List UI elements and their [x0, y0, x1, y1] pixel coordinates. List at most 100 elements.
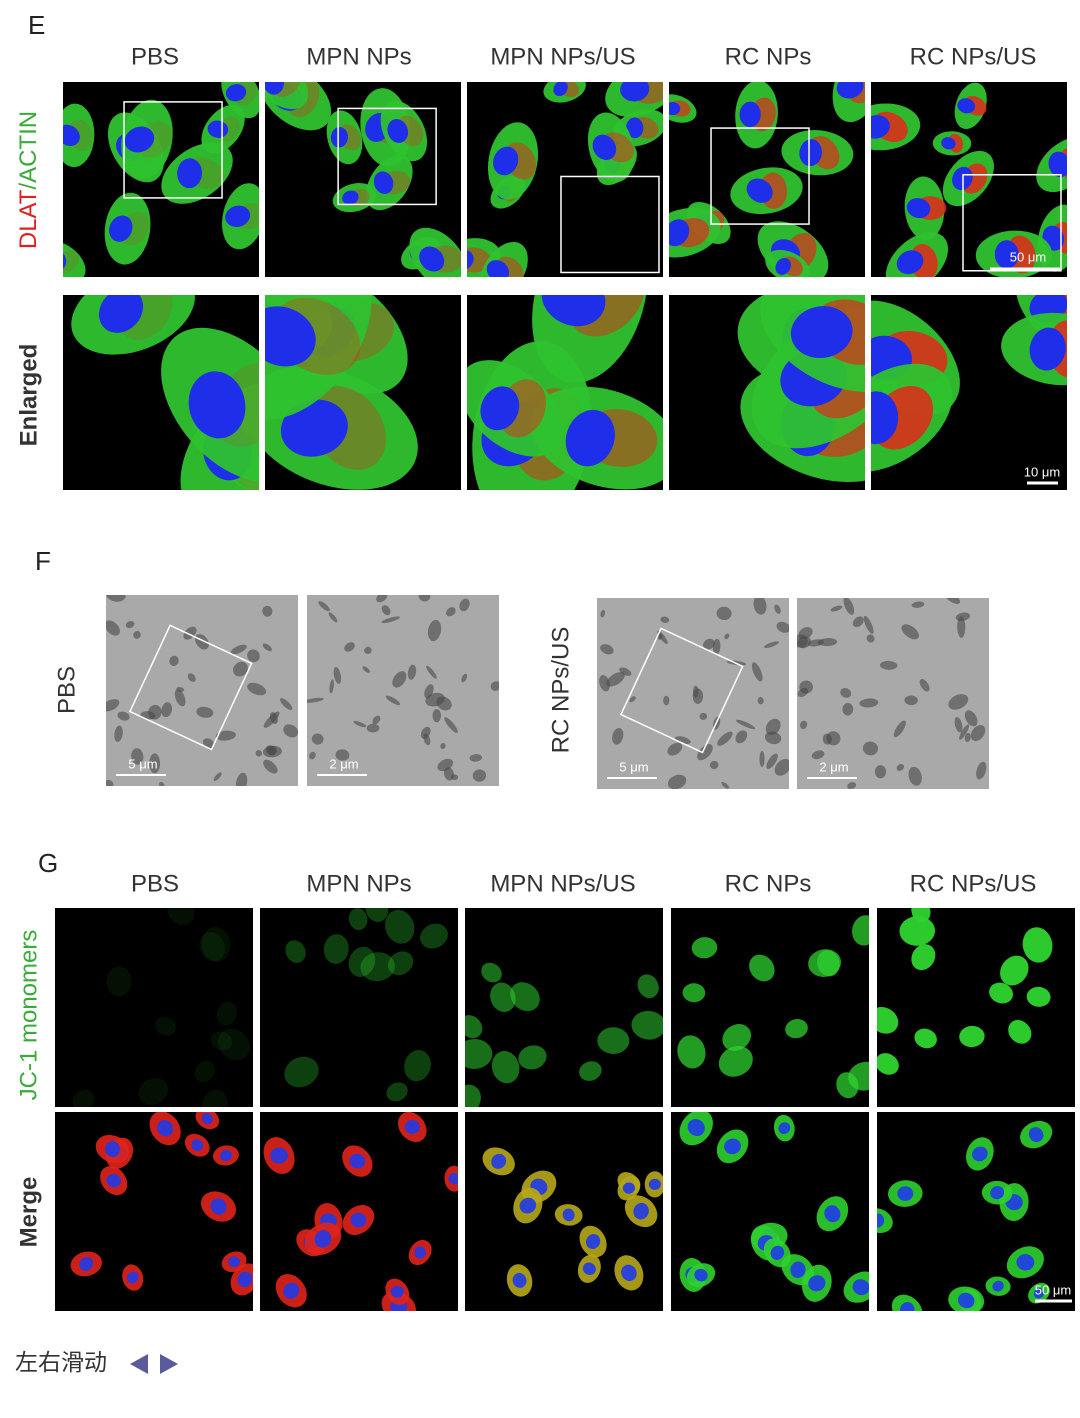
cell: [852, 915, 869, 946]
cell: [914, 1028, 937, 1049]
cell: [592, 134, 617, 160]
cell: [404, 1120, 420, 1134]
arrow-right[interactable]: [160, 1354, 178, 1374]
image-panel: [669, 82, 865, 277]
scale-bar-label: 2 μm: [329, 756, 358, 771]
cell: [157, 1120, 174, 1137]
cell: [235, 772, 248, 786]
cell: [404, 1050, 431, 1082]
row-label: Enlarged: [15, 344, 42, 447]
cell: [472, 769, 487, 782]
cell: [669, 219, 690, 247]
cell: [765, 718, 781, 736]
cell: [490, 681, 499, 691]
cell: [465, 1015, 483, 1039]
image-panel: [597, 598, 789, 789]
image-background: [597, 598, 789, 789]
cell: [1029, 327, 1066, 371]
cell: [677, 1035, 706, 1069]
cell: [131, 748, 144, 765]
image-panel: [260, 908, 458, 1107]
cell: [897, 1186, 914, 1201]
cell: [904, 695, 918, 706]
cell: [660, 616, 670, 623]
zoom-box: [337, 107, 437, 206]
cell: [808, 949, 842, 977]
cell: [196, 706, 214, 718]
cell: [329, 679, 334, 694]
cell: [98, 295, 144, 333]
image-content: [72, 908, 251, 1107]
cell: [106, 780, 114, 786]
cell: [954, 717, 963, 733]
cell: [106, 699, 120, 712]
cell: [443, 767, 454, 781]
cell: [199, 931, 226, 962]
row-label: JC-1 monomers: [15, 930, 42, 1101]
cell: [657, 630, 668, 644]
cell: [270, 1147, 288, 1164]
cell: [263, 711, 280, 728]
cell: [899, 916, 936, 946]
cell: [364, 646, 372, 654]
cell: [263, 759, 278, 774]
cell: [648, 1178, 661, 1190]
cell: [944, 598, 961, 604]
cell: [1000, 955, 1029, 986]
cell: [373, 171, 394, 194]
cell: [381, 605, 391, 616]
cell: [330, 127, 348, 148]
cell: [764, 731, 782, 745]
cell: [599, 674, 610, 692]
cell: [724, 1138, 741, 1155]
cell: [770, 1245, 785, 1260]
cell: [637, 974, 659, 999]
cell: [446, 607, 456, 617]
cell: [911, 601, 925, 608]
image-panel: [797, 598, 989, 789]
cell: [215, 730, 236, 741]
cell: [440, 743, 446, 750]
cell: [349, 1153, 366, 1169]
image-panel: [871, 82, 1067, 277]
cell: [174, 689, 186, 707]
cell: [553, 82, 568, 97]
cell: [766, 753, 778, 769]
cell: [459, 598, 470, 612]
image-content: [871, 82, 1067, 277]
cell: [749, 954, 775, 982]
cell: [392, 671, 407, 688]
image-panel: [55, 908, 253, 1107]
cell: [323, 934, 349, 964]
cell: [461, 673, 468, 683]
cell: [519, 1197, 537, 1214]
cell: [709, 760, 719, 770]
cell: [149, 753, 161, 774]
cell: [387, 119, 409, 143]
zoom-box: [128, 624, 253, 751]
cell: [606, 672, 625, 687]
cell: [491, 1153, 507, 1169]
cell: [948, 694, 969, 710]
image-background: [55, 908, 253, 1107]
cell: [348, 908, 368, 931]
cell: [420, 923, 448, 949]
cell: [63, 124, 80, 146]
image-content: [265, 295, 418, 490]
image-content: [263, 1112, 458, 1311]
cell: [161, 702, 173, 718]
cell: [842, 702, 854, 716]
cell: [667, 774, 687, 789]
cell: [871, 115, 890, 139]
cell: [667, 742, 683, 756]
image-content: [106, 595, 298, 786]
cell: [314, 1230, 332, 1248]
cell: [267, 745, 277, 756]
group-label: PBS: [53, 666, 80, 714]
arrow-left[interactable]: [130, 1354, 148, 1374]
cell: [469, 754, 483, 762]
cell: [265, 82, 285, 95]
cell: [811, 750, 825, 760]
cell: [284, 1056, 319, 1088]
cell: [225, 84, 247, 102]
